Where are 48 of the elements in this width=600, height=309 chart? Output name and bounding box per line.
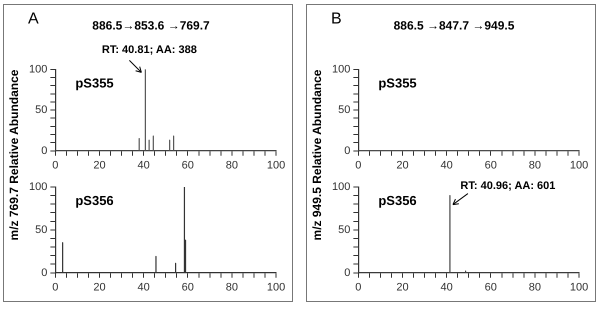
x-tick-label: 100 (266, 159, 286, 172)
x-tick-label: 0 (52, 281, 58, 294)
y-tick-label: 50 (338, 104, 350, 116)
x-tick-label: 100 (570, 159, 588, 172)
annotation: pS355 (75, 75, 114, 90)
x-tick-label: 20 (396, 159, 409, 172)
x-tick-label: 80 (528, 159, 541, 172)
y-tick-label: 100 (28, 63, 48, 76)
x-tick-label: 40 (440, 159, 453, 172)
y-tick-label: 50 (338, 224, 350, 236)
x-tick-label: 100 (266, 281, 286, 294)
annotation: pS355 (378, 75, 417, 90)
x-tick-label: 80 (528, 281, 541, 294)
x-tick-label: 20 (93, 159, 106, 172)
y-tick-label: 100 (28, 181, 48, 194)
y-tick-label: 50 (35, 224, 48, 236)
y-tick-label: 0 (344, 144, 350, 157)
x-tick-label: 60 (484, 159, 497, 172)
x-tick-label: 60 (182, 159, 194, 172)
x-tick-label: 60 (182, 281, 194, 294)
chart-title: 886.5 →847.7 →949.5 (394, 18, 515, 33)
x-tick-label: 20 (396, 281, 409, 294)
x-tick-label: 60 (484, 281, 497, 294)
annotation: RT: 40.96; AA: 601 (460, 180, 556, 192)
x-tick-label: 80 (226, 281, 238, 294)
x-tick-label: 40 (137, 281, 150, 294)
annotation: pS356 (378, 193, 417, 208)
chart-title: 886.5→853.6 →769.7 (92, 18, 210, 33)
y-tick-label: 0 (41, 266, 48, 279)
x-tick-label: 80 (226, 159, 238, 172)
y-tick-label: 100 (332, 181, 350, 194)
y-axis-title: m/z 769.7 Relative Abundance (7, 70, 21, 240)
x-tick-label: 20 (93, 281, 106, 294)
y-axis-title: m/z 949.5 Relative Abundance (310, 70, 324, 240)
x-tick-label: 0 (52, 159, 58, 172)
annotation: pS356 (75, 193, 114, 208)
x-tick-label: 0 (355, 159, 362, 172)
x-tick-label: 40 (137, 159, 150, 172)
annotation: RT: 40.81; AA: 388 (102, 44, 197, 56)
y-tick-label: 0 (41, 144, 48, 157)
x-tick-label: 0 (355, 281, 362, 294)
x-tick-label: 100 (570, 281, 588, 294)
y-tick-label: 0 (344, 266, 350, 279)
text: B (331, 10, 342, 28)
y-tick-label: 100 (332, 63, 350, 76)
y-tick-label: 50 (35, 104, 48, 116)
text: A (28, 10, 39, 28)
x-tick-label: 40 (440, 281, 453, 294)
